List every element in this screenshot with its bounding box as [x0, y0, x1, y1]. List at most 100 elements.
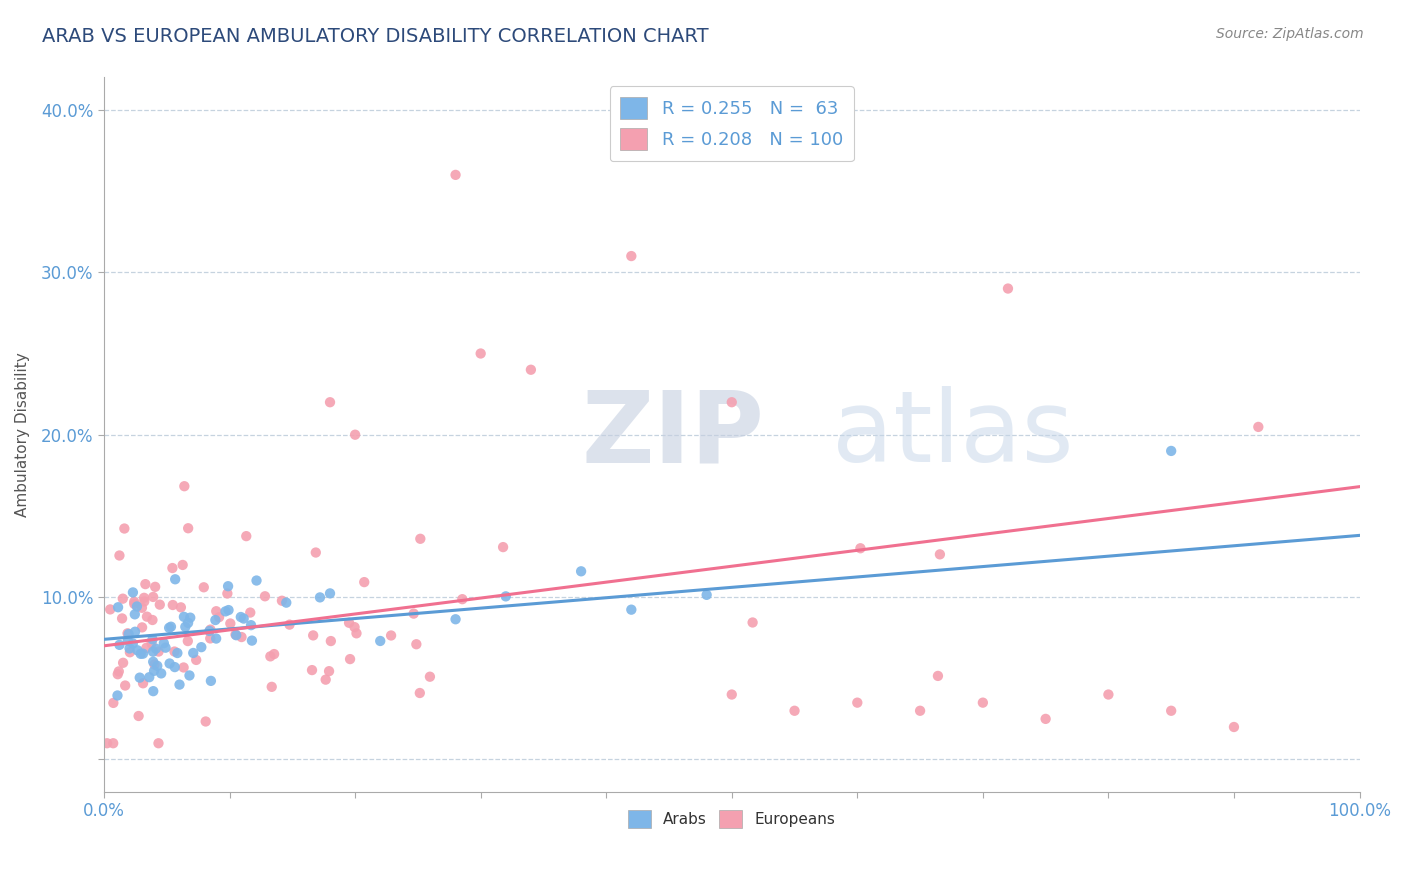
Point: [118, 641, 141, 656]
Point: [444, 612, 467, 626]
Point: [908, 704, 931, 718]
Point: [165, 572, 187, 586]
Point: [177, 521, 200, 535]
Point: [353, 575, 375, 590]
Point: [166, 646, 188, 660]
Point: [108, 638, 131, 652]
Point: [849, 541, 872, 556]
Point: [129, 647, 152, 661]
Point: [253, 589, 276, 603]
Point: [124, 597, 146, 611]
Point: [159, 657, 181, 671]
Point: [409, 686, 432, 700]
Point: [163, 644, 186, 658]
Point: [1160, 444, 1182, 458]
Point: [402, 607, 425, 621]
Point: [108, 665, 131, 679]
Point: [1035, 712, 1057, 726]
Point: [132, 647, 155, 661]
Point: [141, 636, 163, 650]
Point: [122, 585, 145, 599]
Point: [173, 610, 195, 624]
Point: [495, 590, 517, 604]
Point: [193, 580, 215, 594]
Point: [278, 617, 301, 632]
Text: Source: ZipAtlas.com: Source: ZipAtlas.com: [1216, 27, 1364, 41]
Point: [143, 657, 166, 672]
Point: [103, 696, 125, 710]
Point: [173, 479, 195, 493]
Point: [162, 598, 184, 612]
Point: [741, 615, 763, 630]
Point: [114, 679, 136, 693]
Point: [232, 611, 254, 625]
Point: [783, 704, 806, 718]
Point: [302, 628, 325, 642]
Point: [846, 696, 869, 710]
Point: [319, 586, 342, 600]
Point: [128, 671, 150, 685]
Point: [245, 574, 267, 588]
Point: [218, 603, 240, 617]
Point: [194, 714, 217, 729]
Point: [124, 607, 146, 622]
Point: [346, 626, 368, 640]
Point: [160, 620, 183, 634]
Point: [145, 641, 167, 656]
Point: [1247, 420, 1270, 434]
Point: [224, 627, 246, 641]
Point: [309, 591, 332, 605]
Point: [217, 579, 239, 593]
Point: [169, 677, 191, 691]
Point: [146, 658, 169, 673]
Point: [972, 696, 994, 710]
Point: [121, 636, 143, 650]
Point: [344, 427, 367, 442]
Point: [153, 636, 176, 650]
Point: [927, 669, 949, 683]
Point: [198, 624, 221, 638]
Point: [319, 395, 342, 409]
Point: [136, 609, 159, 624]
Point: [117, 633, 139, 648]
Point: [339, 652, 361, 666]
Point: [181, 646, 204, 660]
Point: [409, 532, 432, 546]
Point: [107, 689, 129, 703]
Point: [117, 626, 139, 640]
Point: [179, 668, 201, 682]
Point: [134, 594, 156, 608]
Point: [135, 640, 157, 655]
Point: [470, 346, 492, 360]
Point: [142, 655, 165, 669]
Point: [131, 620, 153, 634]
Point: [205, 632, 228, 646]
Point: [163, 660, 186, 674]
Point: [229, 610, 252, 624]
Point: [134, 577, 156, 591]
Point: [214, 604, 236, 618]
Point: [128, 709, 150, 723]
Point: [444, 168, 467, 182]
Point: [225, 628, 247, 642]
Point: [141, 632, 163, 647]
Point: [263, 647, 285, 661]
Point: [1097, 688, 1119, 702]
Point: [172, 558, 194, 572]
Point: [200, 632, 222, 646]
Point: [240, 633, 263, 648]
Point: [1223, 720, 1246, 734]
Point: [720, 688, 742, 702]
Point: [107, 600, 129, 615]
Point: [380, 628, 402, 642]
Point: [131, 600, 153, 615]
Point: [235, 529, 257, 543]
Point: [103, 736, 125, 750]
Point: [204, 613, 226, 627]
Point: [122, 595, 145, 609]
Point: [620, 602, 643, 616]
Text: ZIP: ZIP: [581, 386, 763, 483]
Point: [217, 586, 239, 600]
Point: [219, 616, 242, 631]
Point: [492, 540, 515, 554]
